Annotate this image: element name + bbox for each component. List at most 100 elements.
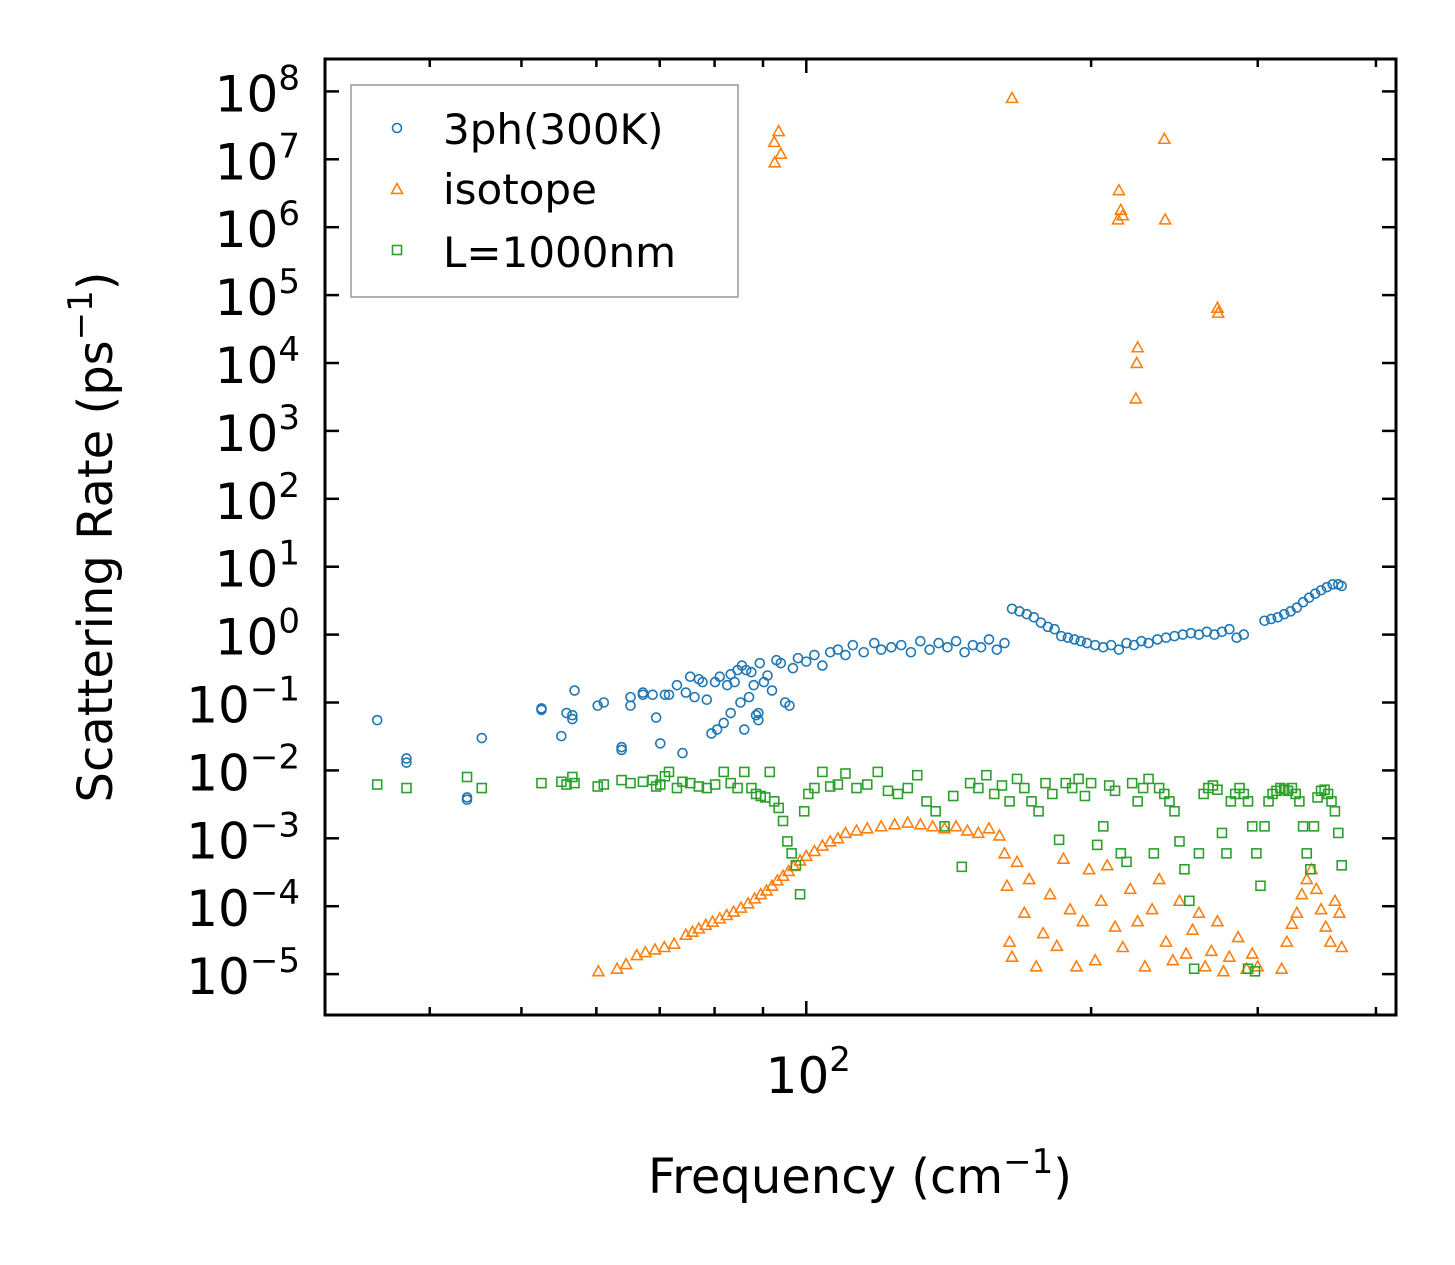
series-0 <box>371 579 1347 806</box>
y-tick-label: 105 <box>215 262 300 327</box>
data-point <box>800 656 812 667</box>
data-point <box>671 782 683 794</box>
data-point <box>1318 919 1333 932</box>
data-point <box>476 782 488 794</box>
data-point <box>840 768 851 779</box>
data-point <box>567 709 578 721</box>
data-point <box>625 777 636 789</box>
data-point <box>1006 603 1018 615</box>
data-point <box>1033 805 1044 817</box>
data-point <box>1185 627 1197 639</box>
data-point <box>738 766 750 778</box>
data-point <box>1204 943 1219 957</box>
data-point <box>1143 637 1154 649</box>
data-point <box>561 779 572 790</box>
data-point <box>1265 613 1277 625</box>
tick-labels: 10−510−410−310−210−110010110210310410510… <box>186 58 851 1105</box>
data-point <box>616 741 627 753</box>
data-point <box>1115 848 1127 859</box>
data-point <box>1094 893 1109 907</box>
data-point <box>1326 796 1337 807</box>
data-point <box>663 689 675 701</box>
data-point <box>1231 930 1245 943</box>
data-point <box>598 779 610 790</box>
data-point <box>401 782 412 794</box>
data-point <box>753 887 768 900</box>
data-point <box>1010 854 1024 868</box>
data-point <box>997 846 1012 859</box>
data-point <box>659 689 671 701</box>
data-point <box>971 825 986 839</box>
data-point <box>988 788 1000 800</box>
data-point <box>689 691 700 703</box>
data-point <box>875 644 887 655</box>
data-point <box>556 730 567 742</box>
data-point <box>767 155 782 168</box>
data-point <box>1272 611 1284 623</box>
data-point <box>1121 637 1132 649</box>
data-point <box>771 123 786 137</box>
x-tick-label: 102 <box>766 1040 851 1105</box>
legend-box <box>350 84 739 298</box>
data-point <box>1108 919 1122 932</box>
data-point <box>992 828 1007 841</box>
data-point <box>1111 212 1125 225</box>
data-point <box>838 825 853 839</box>
data-point <box>738 724 750 735</box>
data-point <box>1249 966 1261 977</box>
data-point <box>1075 635 1087 647</box>
data-point <box>735 697 746 708</box>
data-point <box>401 757 412 768</box>
data-point <box>1005 949 1019 962</box>
data-point <box>625 691 636 703</box>
data-point <box>924 644 935 655</box>
data-point <box>1210 300 1225 314</box>
data-point <box>1047 788 1058 800</box>
data-point <box>1332 905 1347 918</box>
data-point <box>832 644 844 655</box>
data-point <box>1188 963 1200 975</box>
data-point <box>892 788 904 800</box>
data-point <box>1073 773 1084 785</box>
data-point <box>569 777 580 789</box>
data-point <box>886 642 897 653</box>
data-point <box>1019 782 1030 794</box>
data-point <box>1179 946 1193 959</box>
data-point <box>991 644 1003 655</box>
data-point <box>725 707 736 719</box>
data-point <box>746 666 757 678</box>
data-point <box>921 796 932 807</box>
data-point <box>975 642 987 653</box>
data-point <box>996 780 1008 791</box>
data-point <box>1274 961 1289 974</box>
data-point <box>1309 588 1321 600</box>
data-point <box>939 821 950 832</box>
legend: 3ph(300K) isotope L=1000nm <box>350 84 739 298</box>
data-point <box>1029 959 1044 972</box>
data-point <box>638 945 653 958</box>
data-point <box>1143 773 1154 785</box>
data-point <box>1109 785 1121 797</box>
data-point <box>887 817 902 830</box>
data-point <box>592 781 604 792</box>
plot-frame <box>323 57 1398 1017</box>
data-point <box>1193 848 1205 859</box>
data-point <box>1334 939 1349 953</box>
data-point <box>748 679 760 691</box>
data-point <box>1238 629 1250 640</box>
y-tick-label: 104 <box>215 330 300 395</box>
data-point <box>732 782 743 794</box>
data-point <box>1097 821 1109 832</box>
data-point <box>949 819 963 832</box>
data-point <box>729 676 740 688</box>
data-point <box>567 771 578 783</box>
data-point <box>1184 895 1195 907</box>
data-point <box>1152 872 1166 885</box>
data-point <box>1121 856 1132 868</box>
data-point <box>1126 777 1138 789</box>
data-point <box>536 704 547 716</box>
data-point <box>1322 788 1334 800</box>
data-point <box>1245 946 1260 959</box>
data-point <box>1123 881 1138 895</box>
data-point <box>1160 632 1172 644</box>
